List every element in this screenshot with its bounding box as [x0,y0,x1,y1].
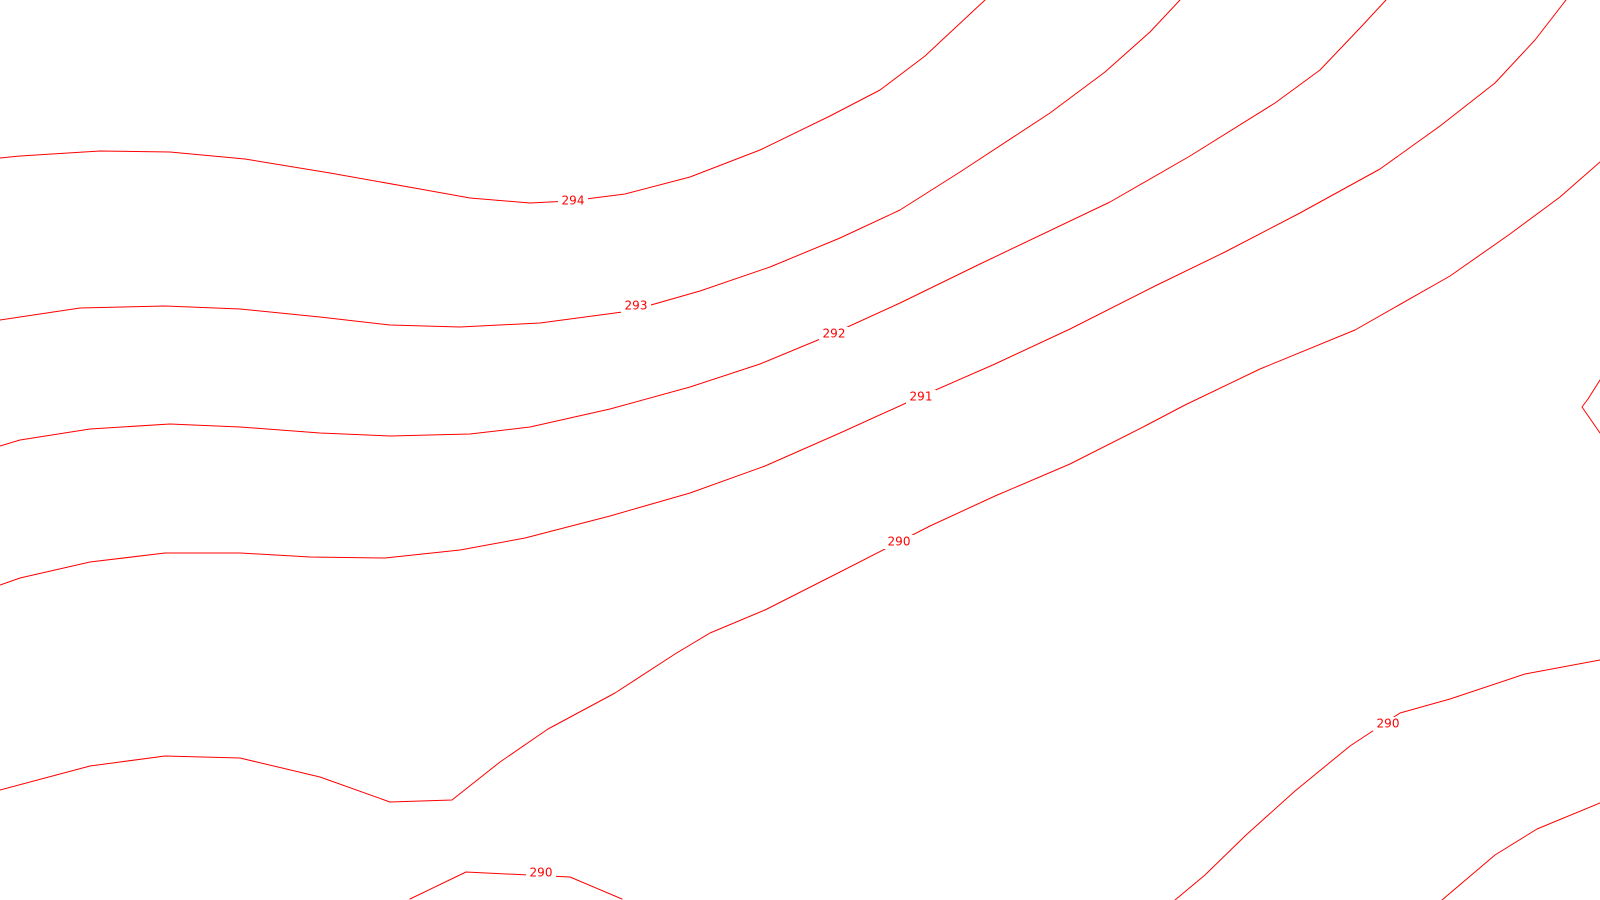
contour-line-293 [0,0,1181,328]
contour-label-290-main-group: 290 [884,535,914,549]
contour-line-unlabeled-far-southeast [1441,802,1600,900]
contour-line-292 [0,0,1387,447]
contour-label-294-group: 294 [558,193,588,208]
contour-label-291: 291 [910,390,933,404]
contour-label-292: 292 [823,327,846,341]
contour-line-290-southeast [1174,659,1600,900]
contour-line-294 [0,0,986,204]
contour-line-290-south [409,871,623,900]
contour-label-290-main: 290 [888,535,911,549]
contour-label-290-south-group: 290 [526,866,556,880]
contour-label-293: 293 [625,299,648,313]
contour-line-291 [0,0,1567,586]
contour-label-290-south: 290 [530,866,553,880]
contour-label-292-group: 292 [819,327,849,341]
contour-line-unlabeled-east-edge [1581,379,1600,434]
contour-line-290-main [0,161,1600,803]
contour-label-290-southeast-group: 290 [1373,717,1403,731]
contour-label-291-group: 291 [906,390,936,404]
contour-label-290-southeast: 290 [1377,717,1400,731]
contour-label-294: 294 [562,194,585,208]
contour-label-293-group: 293 [621,299,651,313]
